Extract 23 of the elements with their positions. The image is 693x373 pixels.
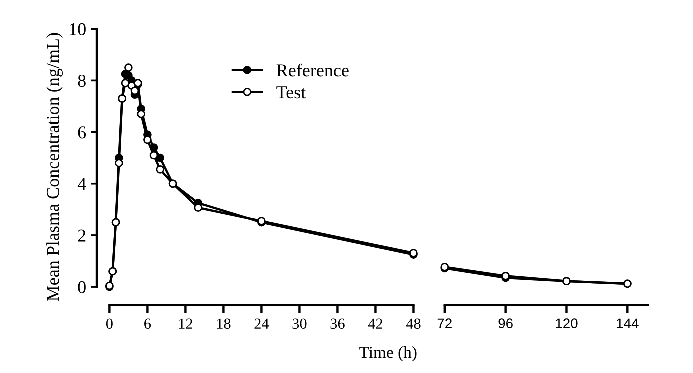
x-tick-label: 120 bbox=[556, 318, 578, 329]
x-tick-label: 42 bbox=[368, 318, 383, 329]
x-tick-label: 96 bbox=[498, 318, 513, 329]
x-axis-title: Time (h) bbox=[360, 346, 417, 362]
y-tick-label: 4 bbox=[78, 178, 86, 190]
x-tick-label: 18 bbox=[217, 318, 231, 330]
y-tick-label: 10 bbox=[70, 23, 86, 36]
y-axis-title: Mean Plasma Concentration (ng/mL) bbox=[46, 33, 63, 302]
y-tick-label: 2 bbox=[78, 230, 86, 242]
legend-label: Test bbox=[276, 86, 306, 99]
y-tick-label: 6 bbox=[78, 126, 86, 139]
x-tick-label: 30 bbox=[292, 318, 307, 330]
x-tick-label: 36 bbox=[330, 318, 345, 330]
y-tick-label: 0 bbox=[78, 281, 86, 294]
x-tick-label: 0 bbox=[106, 318, 113, 330]
x-tick-label: 48 bbox=[406, 318, 421, 330]
legend-label: Reference bbox=[276, 64, 349, 77]
y-tick-label: 8 bbox=[78, 74, 86, 88]
x-tick-label: 24 bbox=[254, 318, 270, 329]
x-tick-label: 72 bbox=[438, 318, 452, 328]
x-tick-label: 144 bbox=[617, 318, 639, 328]
x-tick-label: 12 bbox=[179, 318, 192, 329]
x-tick-label: 6 bbox=[144, 318, 152, 330]
